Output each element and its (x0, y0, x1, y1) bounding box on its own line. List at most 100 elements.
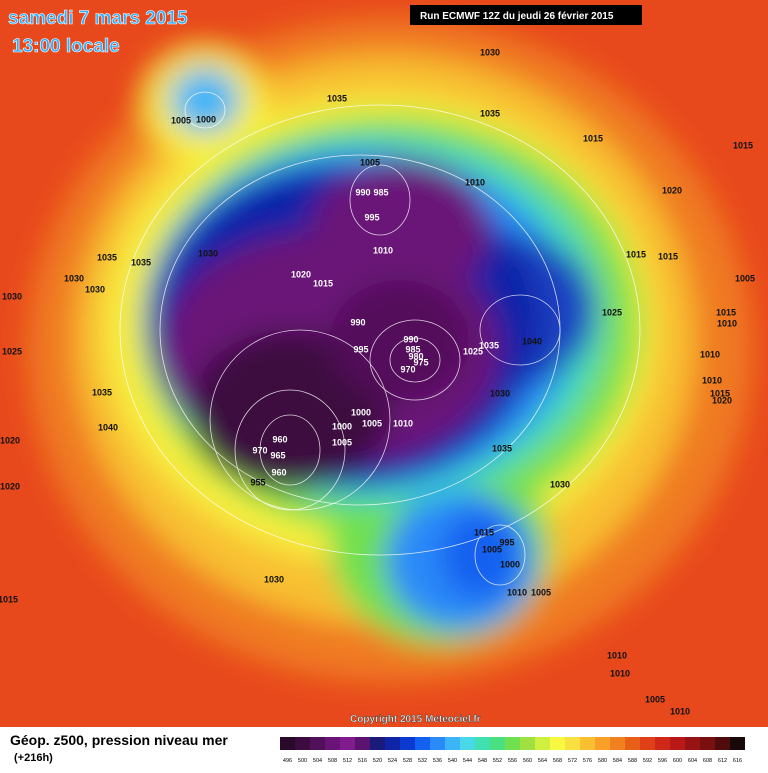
isobar-label: 1030 (264, 574, 284, 584)
isobar-label: 1015 (710, 388, 730, 398)
isobar-label: 1020 (662, 185, 682, 195)
isobar-label: 1010 (393, 418, 413, 428)
isobar-label: 1010 (717, 318, 737, 328)
isobar-label: 1005 (645, 694, 665, 704)
isobar-label: 985 (373, 187, 388, 197)
isobar-label: 1035 (327, 93, 347, 103)
isobar-label: 1010 (507, 587, 527, 597)
colorbar-cell (310, 737, 325, 750)
date-title: samedi 7 mars 2015 (8, 8, 188, 29)
isobar-label: 1025 (463, 346, 483, 356)
colorbar-label: 500 (298, 758, 307, 764)
colorbar-label: 600 (673, 758, 682, 764)
colorbar-cell (490, 737, 505, 750)
isobar-label: 1030 (198, 248, 218, 258)
isobar-label: 1030 (550, 479, 570, 489)
isobar-label: 1000 (500, 559, 520, 569)
isobar-label: 1005 (735, 273, 755, 283)
isobar-label: 990 (355, 187, 370, 197)
colorbar-cell (325, 737, 340, 750)
colorbar-cell (400, 737, 415, 750)
isobar-label: 1010 (670, 706, 690, 716)
colorbar-cell (640, 737, 655, 750)
colorbar-label: 544 (463, 758, 472, 764)
isobar-label: 1010 (702, 375, 722, 385)
isobar-label: 995 (499, 537, 514, 547)
colorbar-cell (370, 737, 385, 750)
isobar-label: 1010 (607, 650, 627, 660)
colorbar-cell (355, 737, 370, 750)
colorbar-label: 504 (313, 758, 322, 764)
colorbar-label: 496 (283, 758, 292, 764)
colorbar-label: 540 (448, 758, 457, 764)
isobar-label: 990 (350, 317, 365, 327)
isobar-label: 1030 (85, 284, 105, 294)
colorbar-label: 616 (733, 758, 742, 764)
isobar-label: 975 (413, 357, 428, 367)
isobar-label: 1015 (474, 527, 494, 537)
isobar-label: 1030 (64, 273, 84, 283)
colorbar-label: 512 (343, 758, 352, 764)
colorbar-cell (520, 737, 535, 750)
colorbar-label: 612 (718, 758, 727, 764)
colorbar-cell (415, 737, 430, 750)
colorbar-label: 536 (433, 758, 442, 764)
isobar-label: 1015 (658, 251, 678, 261)
colorbar-label: 604 (688, 758, 697, 764)
isobar-label: 990 (403, 334, 418, 344)
colorbar-label: 528 (403, 758, 412, 764)
isobar-label: 1005 (332, 437, 352, 447)
colorbar-label: 552 (493, 758, 502, 764)
colorbar-cell (565, 737, 580, 750)
isobar-label: 1015 (716, 307, 736, 317)
isobar-label: 1035 (131, 257, 151, 267)
colorbar-label: 564 (538, 758, 547, 764)
isobar-label: 960 (272, 434, 287, 444)
colorbar-label: 596 (658, 758, 667, 764)
colorbar-cell (550, 737, 565, 750)
isobar-label: 1015 (626, 249, 646, 259)
isobar-label: 1025 (2, 346, 22, 356)
isobar-label: 1010 (373, 245, 393, 255)
colorbar-cell (295, 737, 310, 750)
legend-label: Géop. z500, pression niveau mer (10, 732, 228, 748)
isobar-label: 1005 (531, 587, 551, 597)
colorbar-cell (340, 737, 355, 750)
run-box (410, 5, 642, 25)
colorbar-cell (385, 737, 400, 750)
colorbar-cell (670, 737, 685, 750)
isobar-label: 995 (364, 212, 379, 222)
colorbar-cell (610, 737, 625, 750)
isobar-label: 1005 (360, 157, 380, 167)
colorbar-cell (655, 737, 670, 750)
isobar-label: 995 (353, 344, 368, 354)
colorbar-cell (730, 737, 745, 750)
isobar-label: 1035 (492, 443, 512, 453)
isobar-label: 1025 (602, 307, 622, 317)
isobar-label: 1000 (351, 407, 371, 417)
isobar-label: 1035 (92, 387, 112, 397)
colorbar-label: 548 (478, 758, 487, 764)
isobar-label: 980 (408, 351, 423, 361)
legend-lead: (+216h) (14, 752, 53, 764)
colorbar: 496 500 504 508 512 516 520 524 528 532 536 540 544 5… (280, 737, 745, 764)
colorbar-cell (715, 737, 730, 750)
colorbar-cell (625, 737, 640, 750)
colorbar-label: 532 (418, 758, 427, 764)
time-title: 13:00 locale (12, 36, 120, 57)
colorbar-cell (445, 737, 460, 750)
isobar-label: 1010 (465, 177, 485, 187)
isobar-label: 1035 (479, 340, 499, 350)
copyright: Copyright 2015 Meteociel.fr (350, 714, 481, 725)
colorbar-label: 580 (598, 758, 607, 764)
isobar-label: 1000 (332, 421, 352, 431)
colorbar-cell (685, 737, 700, 750)
isobar-label: 1035 (480, 108, 500, 118)
colorbar-label: 524 (388, 758, 397, 764)
colorbar-label: 556 (508, 758, 517, 764)
isobar-label: 955 (250, 477, 265, 487)
isobar-label: 1005 (171, 115, 191, 125)
colorbar-label: 588 (628, 758, 637, 764)
isobar-label: 1005 (482, 544, 502, 554)
